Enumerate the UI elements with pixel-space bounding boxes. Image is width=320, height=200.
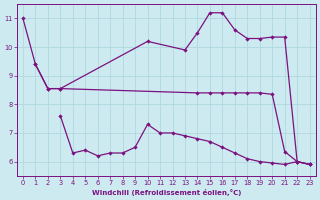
X-axis label: Windchill (Refroidissement éolien,°C): Windchill (Refroidissement éolien,°C) — [92, 189, 241, 196]
